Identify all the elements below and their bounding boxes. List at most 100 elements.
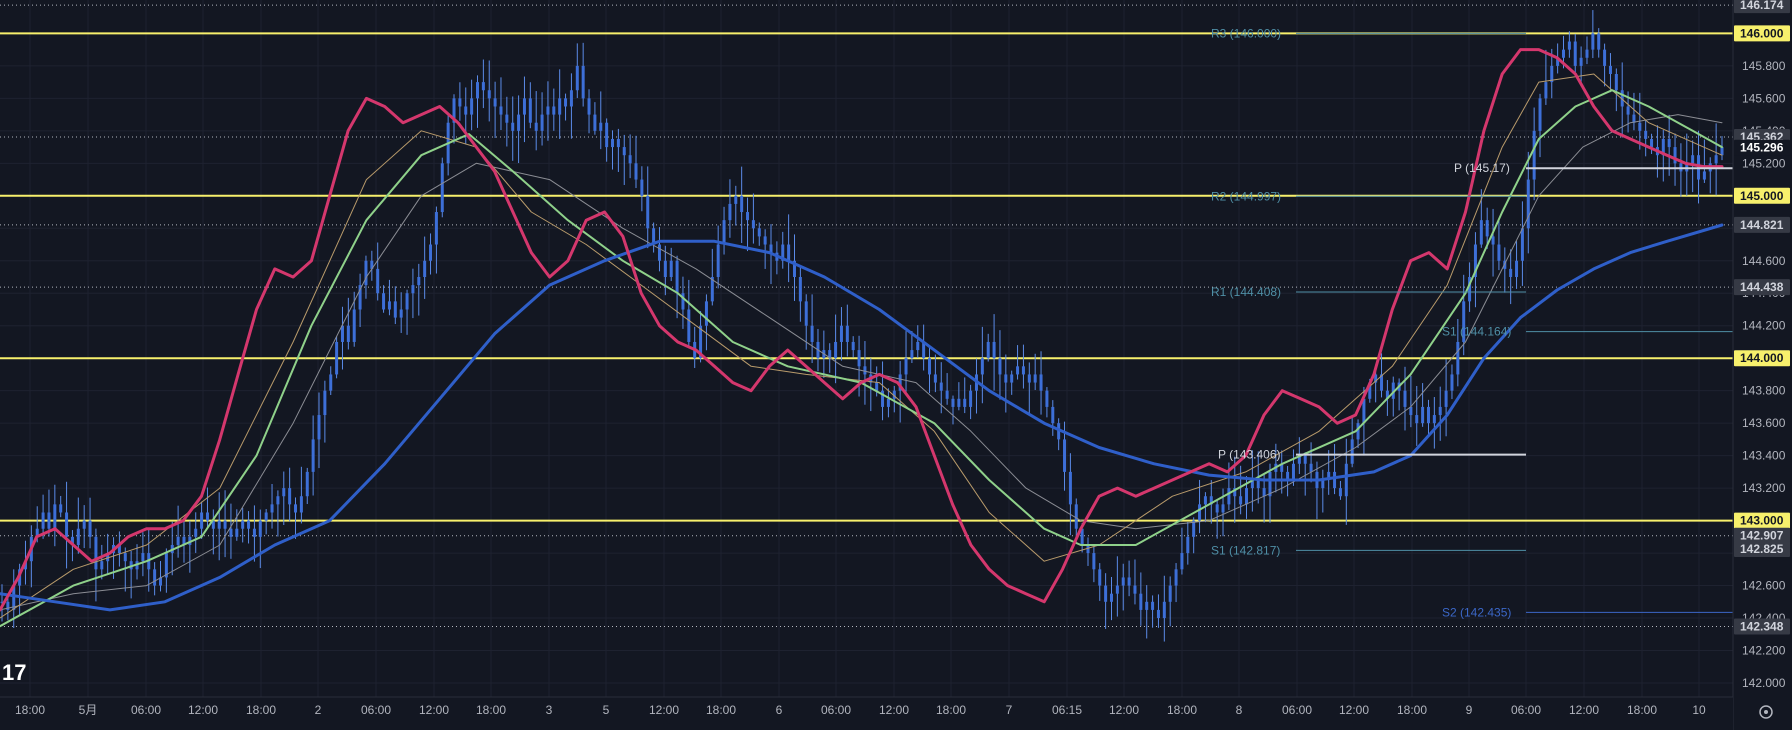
- candle-body: [158, 577, 162, 586]
- candle-body: [986, 341, 990, 359]
- candle-body: [1632, 114, 1636, 123]
- candle-body: [581, 65, 585, 99]
- candle-body: [241, 520, 245, 529]
- price-label-142.825: 142.825: [1740, 542, 1784, 556]
- x-tick-label-6: 06:00: [361, 703, 391, 717]
- candle-body: [699, 325, 703, 359]
- y-tick-label-13: 144.600: [1742, 254, 1786, 268]
- candle-body: [1245, 488, 1249, 505]
- candle-body: [669, 260, 673, 277]
- candle-body: [1509, 268, 1513, 277]
- candle-body: [264, 512, 268, 521]
- candle-body: [1045, 390, 1049, 407]
- candle-body: [1421, 406, 1425, 424]
- current-price-label: 145.296: [1740, 141, 1784, 155]
- candle-body: [1362, 398, 1366, 424]
- candle-body: [1068, 471, 1072, 505]
- candle-body: [200, 512, 204, 529]
- current-price-label-box: [1734, 139, 1790, 156]
- candle-body: [945, 390, 949, 399]
- candle-body: [1180, 553, 1184, 570]
- candle-body: [217, 520, 221, 529]
- price-label-142.907-box: [1734, 527, 1790, 544]
- candle-body: [76, 528, 80, 545]
- candle-body: [1139, 593, 1143, 610]
- candle-body: [1174, 569, 1178, 586]
- candle-body: [470, 98, 474, 115]
- candle-body: [517, 114, 521, 131]
- chart-settings-button[interactable]: [1759, 705, 1773, 719]
- candle-body: [82, 520, 86, 529]
- candle-body: [851, 341, 855, 351]
- candle-body: [1186, 536, 1190, 554]
- candle-body: [1145, 601, 1149, 610]
- logo-watermark: 17: [2, 660, 26, 685]
- candle-body: [728, 203, 732, 221]
- x-tick-label-3: 12:00: [188, 703, 218, 717]
- pivot-label-2: R1 (144.408): [1211, 285, 1281, 299]
- y-tick-label-6: 143.200: [1742, 481, 1786, 495]
- candle-body: [1573, 41, 1577, 66]
- candle-body: [176, 536, 180, 545]
- price-label-145.000: 145.000: [1740, 189, 1784, 203]
- y-tick-label-8: 143.600: [1742, 416, 1786, 430]
- candle-body: [317, 415, 321, 440]
- candle-body: [910, 350, 914, 359]
- candle-body: [1280, 463, 1284, 472]
- candle-body: [980, 358, 984, 375]
- x-tick-label-25: 9: [1466, 703, 1473, 717]
- candle-body: [798, 277, 802, 302]
- candle-body: [546, 106, 550, 115]
- candle-body: [335, 341, 339, 375]
- y-tick-label-7: 143.400: [1742, 449, 1786, 463]
- candle-body: [933, 374, 937, 383]
- candle-body: [1051, 406, 1055, 424]
- candle-body: [1556, 57, 1560, 66]
- candle-body: [1532, 130, 1536, 180]
- gear-icon[interactable]: [1759, 705, 1773, 719]
- pivot-label-0: R3 (146.000): [1211, 26, 1281, 40]
- candle-body: [288, 488, 292, 505]
- pivot-label-7: S2 (142.435): [1442, 605, 1511, 619]
- price-label-146.000-box: [1734, 25, 1790, 42]
- candle-body: [1673, 147, 1677, 164]
- x-tick-label-26: 06:00: [1511, 703, 1541, 717]
- candle-body: [434, 212, 438, 245]
- candle-body: [1462, 301, 1466, 342]
- x-tick-label-11: 12:00: [649, 703, 679, 717]
- candle-body: [311, 439, 315, 472]
- candle-body: [1491, 236, 1495, 245]
- candle-body: [1614, 74, 1618, 91]
- price-label-144.821: 144.821: [1740, 218, 1784, 232]
- candle-body: [605, 122, 609, 148]
- candle-body: [1356, 423, 1360, 440]
- candle-body: [751, 220, 755, 229]
- pivot-label-4: S1 (142.817): [1211, 543, 1280, 557]
- candle-body: [6, 601, 10, 610]
- x-tick-label-29: 10: [1692, 703, 1706, 717]
- candle-body: [963, 398, 967, 407]
- pivot-label-6: S1 (144.164): [1442, 325, 1511, 339]
- candle-body: [1262, 488, 1266, 497]
- candle-body: [229, 528, 233, 537]
- candle-body: [1391, 382, 1395, 399]
- candle-body: [1579, 57, 1583, 66]
- candle-body: [540, 114, 544, 131]
- candle-body: [1215, 504, 1219, 513]
- candle-body: [881, 390, 885, 407]
- candle-body: [1115, 585, 1119, 594]
- candle-body: [1444, 390, 1448, 407]
- candle-body: [1661, 138, 1665, 156]
- x-axis[interactable]: 18:00 5月 06:00 12:00 18:00 2 06:00 12:00 18:00 3 5…: [15, 703, 1706, 717]
- x-tick-label-21: 8: [1236, 703, 1243, 717]
- candle-body: [1268, 471, 1272, 497]
- x-tick-label-23: 12:00: [1339, 703, 1369, 717]
- series-line-ma-pink: [0, 48, 1724, 612]
- candle-body: [863, 366, 867, 375]
- candle-body: [757, 228, 761, 237]
- candle-body: [294, 504, 298, 513]
- candle-body: [810, 325, 814, 342]
- candle-body: [1409, 406, 1413, 416]
- candle-body: [1380, 374, 1384, 391]
